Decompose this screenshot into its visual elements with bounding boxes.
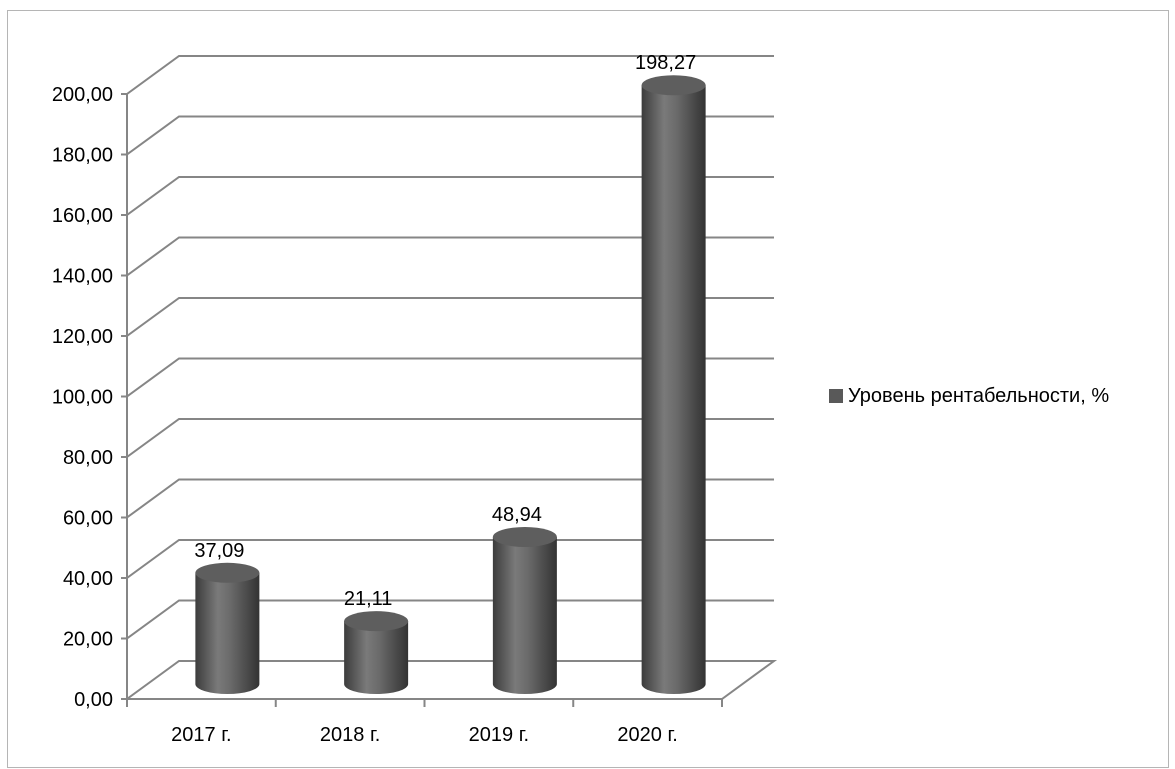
x-tick-label: 2019 г. — [469, 724, 529, 746]
gridline — [126, 357, 774, 398]
floor-outline — [126, 660, 778, 700]
bar — [344, 611, 409, 694]
bars-layer — [195, 75, 706, 694]
x-tick-label: 2020 г. — [617, 724, 677, 746]
data-label: 37,09 — [194, 540, 244, 562]
gridline — [126, 478, 774, 519]
bar — [641, 75, 706, 694]
bar-top — [344, 611, 409, 632]
grid-layer — [126, 55, 778, 700]
legend-swatch — [829, 389, 843, 403]
gridline — [126, 236, 774, 277]
bar — [492, 526, 557, 694]
y-tick-label: 180,00 — [52, 145, 113, 167]
gridline — [126, 176, 774, 216]
y-tick-label: 60,00 — [63, 508, 113, 530]
y-tick-label: 40,00 — [63, 568, 113, 590]
x-tick-label: 2017 г. — [171, 724, 231, 746]
bar — [195, 562, 260, 694]
bar-body — [492, 536, 557, 694]
y-tick-label: 0,00 — [74, 689, 113, 711]
y-tick-label: 20,00 — [63, 629, 113, 651]
data-label: 48,94 — [492, 504, 542, 526]
y-tick-label: 200,00 — [52, 84, 113, 106]
x-tick-label: 2018 г. — [320, 724, 380, 746]
bar-body — [195, 572, 260, 694]
y-tick-label: 160,00 — [52, 205, 113, 227]
legend-label: Уровень рентабельности, % — [848, 385, 1109, 407]
bar-body — [344, 621, 409, 694]
gridline — [126, 418, 774, 458]
legend: Уровень рентабельности, % — [829, 385, 1109, 407]
labels-layer: 37,09 21,11 48,94 198,27 — [194, 52, 696, 610]
gridline — [126, 539, 774, 579]
bar-top — [492, 526, 557, 547]
gridline — [126, 55, 774, 95]
y-tick-label: 120,00 — [52, 326, 113, 348]
gridline — [126, 115, 774, 156]
data-label: 198,27 — [635, 52, 696, 74]
gridline — [126, 297, 774, 337]
y-tick-label: 80,00 — [63, 447, 113, 469]
bar-body — [641, 85, 706, 694]
gridline — [126, 599, 774, 640]
data-label: 21,11 — [344, 588, 393, 610]
bar-top — [195, 562, 260, 583]
bar-top — [641, 75, 706, 96]
y-tick-label: 100,00 — [52, 387, 113, 409]
y-tick-label: 140,00 — [52, 266, 113, 288]
axis-layer: 0,00 20,00 40,00 60,00 80,00 100,00 120,00 140,… — [52, 84, 723, 746]
